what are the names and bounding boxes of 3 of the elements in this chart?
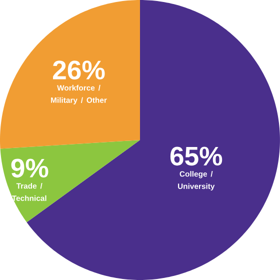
data-label: 9% — [11, 158, 48, 178]
data-label: 65% — [170, 146, 222, 166]
data-label: 26% — [53, 60, 105, 80]
